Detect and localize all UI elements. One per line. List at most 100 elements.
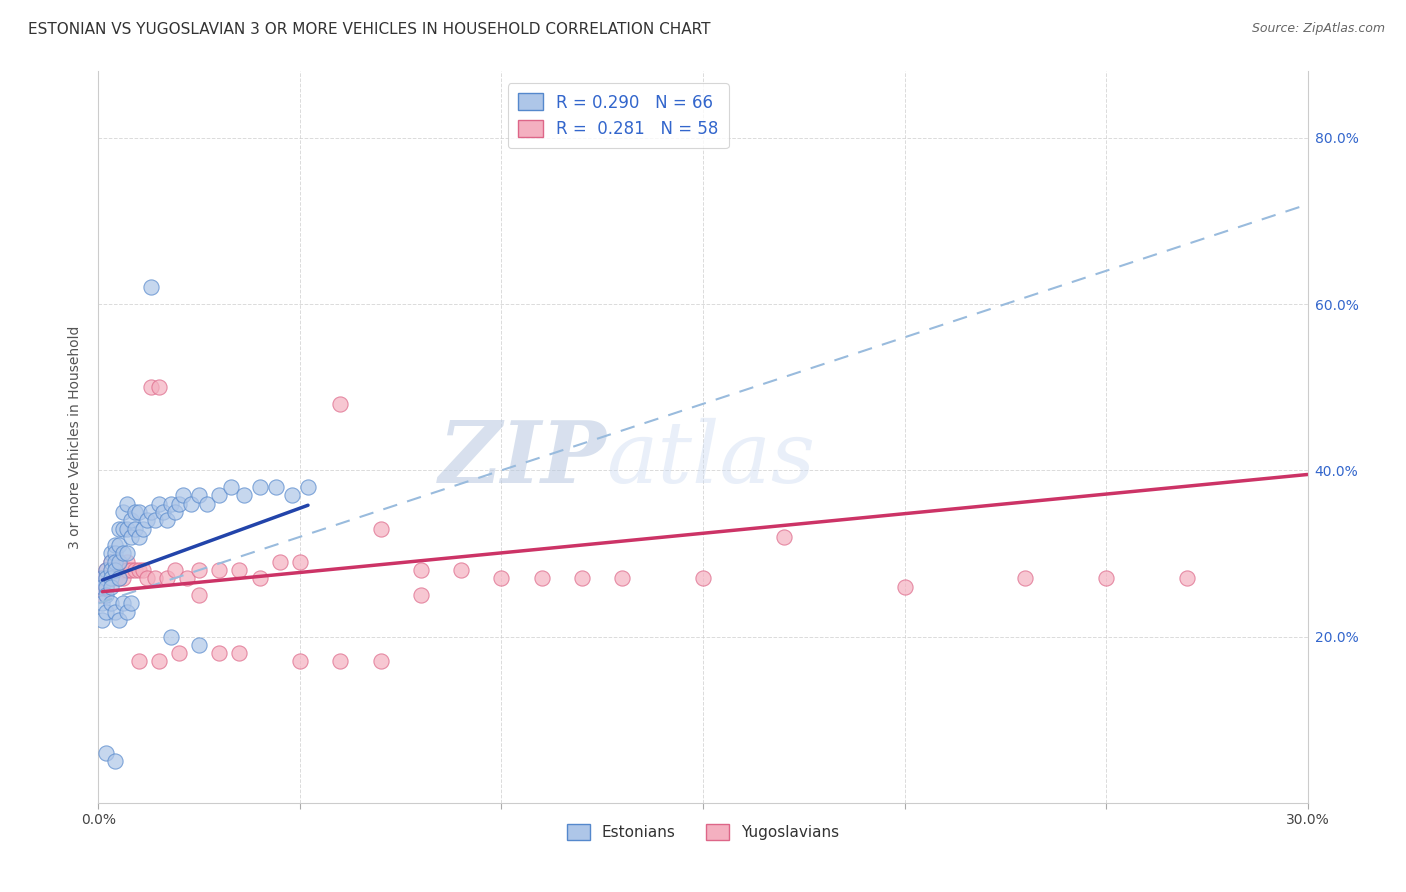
Point (91, 613, 114, 627)
Point (692, 571, 714, 585)
Point (96, 580, 118, 594)
Point (221, 480, 243, 494)
Point (188, 488, 211, 502)
Point (91, 571, 114, 585)
Point (188, 588, 211, 602)
Point (96, 580, 118, 594)
Point (329, 397, 352, 411)
Point (172, 488, 194, 502)
Point (329, 655, 352, 669)
Point (124, 521, 146, 535)
Point (107, 571, 129, 585)
Point (167, 646, 190, 660)
Point (100, 546, 122, 560)
Point (107, 555, 129, 569)
Point (115, 555, 138, 569)
Point (107, 613, 129, 627)
Point (288, 555, 311, 569)
Point (100, 596, 122, 610)
Point (160, 630, 183, 644)
Point (188, 563, 211, 577)
Point (91, 596, 114, 610)
Point (156, 513, 179, 527)
Point (132, 521, 155, 535)
Point (100, 571, 122, 585)
Point (96, 571, 118, 585)
Point (143, 513, 166, 527)
Point (167, 497, 190, 511)
Point (297, 480, 319, 494)
Point (100, 563, 122, 577)
Point (120, 596, 142, 610)
Point (96, 563, 118, 577)
Point (103, 546, 125, 560)
Point (111, 521, 134, 535)
Point (139, 280, 162, 294)
Point (135, 571, 157, 585)
Point (115, 521, 138, 535)
Point (208, 646, 231, 660)
Point (139, 505, 162, 519)
Point (152, 505, 174, 519)
Point (195, 497, 218, 511)
Point (103, 605, 125, 619)
Point (115, 563, 138, 577)
Point (163, 505, 186, 519)
Point (120, 530, 142, 544)
Point (409, 588, 432, 602)
Point (163, 563, 186, 577)
Point (135, 513, 157, 527)
Point (612, 571, 634, 585)
Point (128, 530, 150, 544)
Point (143, 571, 166, 585)
Y-axis label: 3 or more Vehicles in Household: 3 or more Vehicles in Household (69, 326, 83, 549)
Point (1175, 571, 1198, 585)
Point (115, 605, 138, 619)
Point (100, 555, 122, 569)
Point (409, 563, 432, 577)
Legend: Estonians, Yugoslavians: Estonians, Yugoslavians (561, 818, 845, 847)
Point (156, 571, 179, 585)
Point (100, 555, 122, 569)
Point (124, 505, 146, 519)
Point (120, 513, 142, 527)
Point (96, 605, 118, 619)
Point (100, 580, 122, 594)
Point (103, 555, 125, 569)
Point (249, 480, 271, 494)
Point (180, 497, 202, 511)
Point (111, 546, 134, 560)
Point (208, 488, 231, 502)
Point (91, 588, 114, 602)
Point (103, 563, 125, 577)
Point (264, 480, 287, 494)
Point (91, 580, 114, 594)
Point (249, 571, 271, 585)
Point (228, 646, 250, 660)
Text: ESTONIAN VS YUGOSLAVIAN 3 OR MORE VEHICLES IN HOUSEHOLD CORRELATION CHART: ESTONIAN VS YUGOSLAVIAN 3 OR MORE VEHICL… (28, 22, 710, 37)
Point (107, 571, 129, 585)
Point (188, 638, 211, 652)
Point (96, 746, 118, 760)
Point (111, 505, 134, 519)
Point (148, 380, 170, 394)
Point (893, 580, 915, 594)
Text: ZIP: ZIP (439, 417, 606, 500)
Point (120, 563, 142, 577)
Point (176, 571, 198, 585)
Point (132, 563, 155, 577)
Point (103, 563, 125, 577)
Point (370, 655, 392, 669)
Point (128, 655, 150, 669)
Point (100, 563, 122, 577)
Point (450, 563, 472, 577)
Point (107, 521, 129, 535)
Point (111, 571, 134, 585)
Point (111, 596, 134, 610)
Point (111, 563, 134, 577)
Point (107, 538, 129, 552)
Text: Source: ZipAtlas.com: Source: ZipAtlas.com (1251, 22, 1385, 36)
Point (96, 588, 118, 602)
Point (1095, 571, 1118, 585)
Point (115, 497, 138, 511)
